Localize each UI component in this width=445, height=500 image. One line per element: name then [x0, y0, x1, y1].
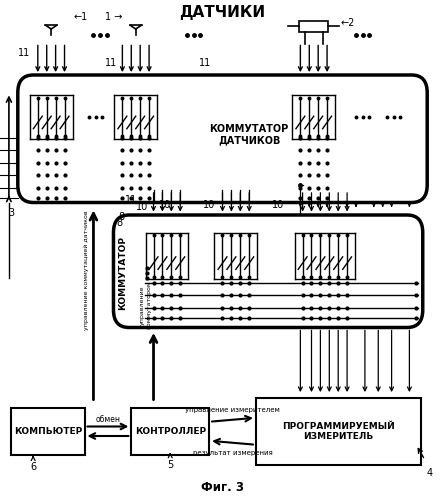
Text: 1 →: 1 → [105, 12, 122, 22]
Text: управление измерителем: управление измерителем [185, 406, 280, 412]
Text: ←2: ←2 [340, 18, 355, 28]
Text: 11: 11 [105, 58, 117, 68]
Text: Фиг. 3: Фиг. 3 [201, 481, 244, 494]
Text: управление коммутацией датчиков: управление коммутацией датчиков [84, 210, 89, 330]
Text: КОНТРОЛЛЕР: КОНТРОЛЛЕР [135, 427, 206, 436]
Text: 8: 8 [118, 212, 124, 222]
Text: 11: 11 [18, 48, 31, 58]
Text: КОММУТАТОР: КОММУТАТОР [118, 236, 127, 310]
Text: результат измерения: результат измерения [193, 450, 272, 456]
FancyBboxPatch shape [113, 215, 423, 328]
Text: 11: 11 [125, 195, 138, 205]
FancyBboxPatch shape [299, 20, 328, 32]
Text: ←1: ←1 [73, 12, 88, 22]
FancyBboxPatch shape [11, 408, 85, 455]
Text: управление
коммутатором: управление коммутатором [140, 280, 151, 330]
Text: 3: 3 [8, 208, 14, 218]
Text: ПРОГРАММИРУЕМЫЙ
ИЗМЕРИТЕЛЬ: ПРОГРАММИРУЕМЫЙ ИЗМЕРИТЕЛЬ [282, 422, 395, 441]
Text: 5: 5 [167, 460, 174, 470]
Text: ДАТЧИКИ: ДАТЧИКИ [179, 5, 266, 20]
FancyBboxPatch shape [131, 408, 209, 455]
Text: 10: 10 [158, 200, 171, 210]
Text: 10: 10 [203, 200, 215, 210]
Text: КОМПЬЮТЕР: КОМПЬЮТЕР [14, 427, 82, 436]
Text: 10: 10 [136, 202, 149, 212]
Text: 10: 10 [272, 200, 284, 210]
FancyBboxPatch shape [18, 75, 427, 202]
Text: 11: 11 [198, 58, 211, 68]
Text: КОММУТАТОР
ДАТЧИКОВ: КОММУТАТОР ДАТЧИКОВ [210, 124, 289, 146]
Text: 4: 4 [426, 468, 433, 477]
Text: 6: 6 [30, 462, 36, 472]
FancyBboxPatch shape [256, 398, 421, 465]
Text: 8: 8 [116, 218, 122, 228]
Text: обмен: обмен [95, 415, 121, 424]
